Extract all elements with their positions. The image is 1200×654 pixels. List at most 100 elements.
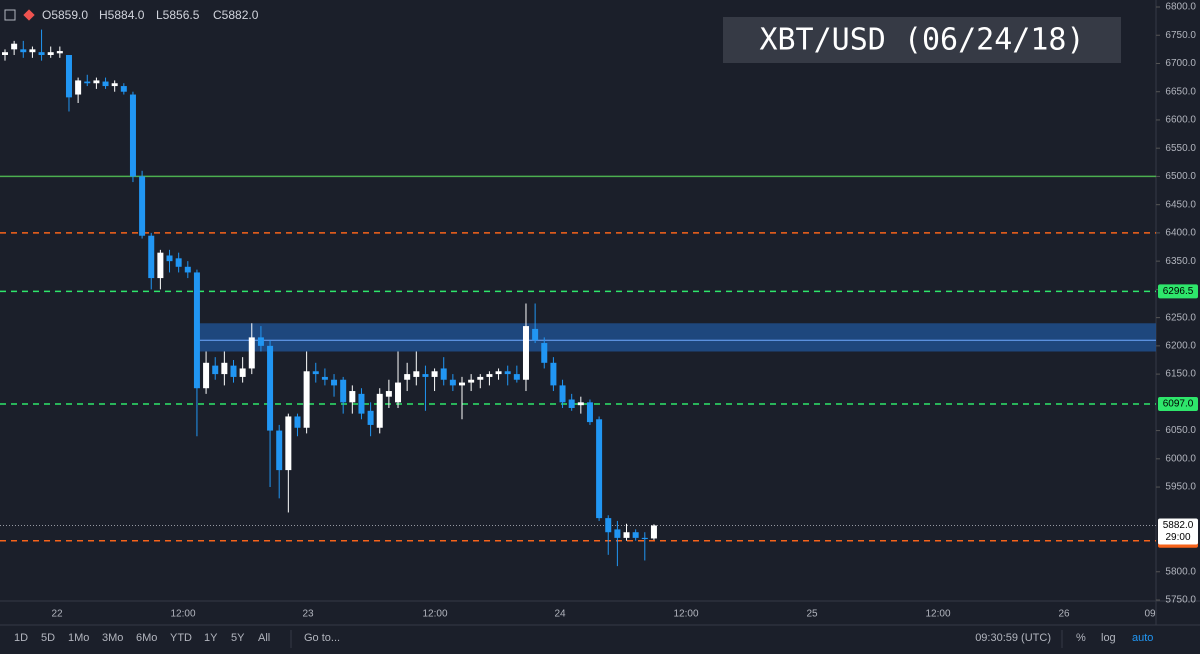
candle-body: [175, 258, 182, 267]
scale-option[interactable]: %: [1076, 632, 1086, 644]
y-tick-label: 6050.0: [1165, 425, 1196, 436]
candle-body: [376, 393, 383, 428]
candle-body: [139, 176, 146, 236]
x-tick-label: 26: [1058, 609, 1070, 620]
y-tick-label: 6400.0: [1165, 228, 1196, 239]
candle-body: [212, 365, 219, 375]
range-button[interactable]: All: [258, 632, 270, 644]
candle-body: [166, 255, 173, 262]
x-tick-label: 23: [302, 609, 314, 620]
candle-body: [120, 86, 127, 92]
candle-body: [623, 532, 630, 538]
y-tick-label: 6200.0: [1165, 340, 1196, 351]
range-button[interactable]: YTD: [170, 632, 192, 644]
candle-body: [203, 362, 210, 389]
level-badge: [1158, 397, 1198, 412]
y-tick-label: 6250.0: [1165, 312, 1196, 323]
candle-body: [102, 81, 109, 87]
candle-body: [522, 326, 529, 380]
candle-body: [541, 343, 548, 363]
candle-body: [47, 52, 54, 56]
candle-body: [404, 374, 411, 380]
candle-body: [38, 52, 45, 56]
candle-body: [93, 80, 100, 84]
y-tick-label: 5950.0: [1165, 482, 1196, 493]
candle-body: [267, 345, 274, 431]
chart-title: XBT/USD (06/24/18): [759, 23, 1084, 58]
candle-body: [614, 529, 621, 538]
x-tick-label: 12:00: [170, 609, 195, 620]
x-tick-label: 12:00: [422, 609, 447, 620]
y-tick-label: 5800.0: [1165, 566, 1196, 577]
range-button[interactable]: 3Mo: [102, 632, 123, 644]
y-tick-label: 6150.0: [1165, 369, 1196, 380]
candle-body: [303, 371, 310, 428]
candle-body: [65, 55, 72, 98]
goto-button[interactable]: Go to...: [304, 632, 340, 644]
candle-body: [321, 376, 328, 380]
candle-body: [468, 379, 475, 383]
y-tick-label: 6800.0: [1165, 2, 1196, 13]
y-tick-label: 6550.0: [1165, 143, 1196, 154]
range-button[interactable]: 1Y: [204, 632, 218, 644]
candle-body: [75, 80, 82, 95]
candle-body: [385, 391, 392, 397]
y-tick-label: 6700.0: [1165, 58, 1196, 69]
candle-body: [157, 252, 164, 279]
candle-body: [276, 430, 283, 471]
x-tick-label: 24: [554, 609, 566, 620]
candle-body: [331, 379, 338, 386]
candle-body: [650, 525, 657, 539]
candle-body: [2, 52, 8, 56]
candle-body: [230, 365, 237, 377]
range-button[interactable]: 1Mo: [68, 632, 89, 644]
ohlc-label: L5856.5: [156, 8, 200, 22]
candle-body: [367, 410, 374, 425]
candle-body: [632, 532, 639, 538]
candle-body: [84, 81, 91, 84]
candle-body: [285, 416, 292, 471]
candle-body: [340, 379, 347, 403]
candle-body: [495, 371, 502, 375]
candle-body: [550, 362, 557, 386]
range-button[interactable]: 6Mo: [136, 632, 157, 644]
range-button[interactable]: 1D: [14, 632, 28, 644]
last-price-badge: [1158, 518, 1198, 545]
zone: [196, 323, 1156, 352]
candle-body: [184, 266, 191, 273]
candle-body: [577, 402, 584, 406]
candle-body: [239, 368, 246, 377]
scale-option[interactable]: log: [1101, 632, 1116, 644]
x-tick-label: 22: [51, 609, 63, 620]
expand-icon[interactable]: [4, 9, 16, 21]
y-tick-label: 6600.0: [1165, 115, 1196, 126]
range-button[interactable]: 5Y: [231, 632, 245, 644]
candle-body: [641, 537, 648, 540]
scale-option[interactable]: auto: [1132, 632, 1153, 644]
candle-body: [221, 362, 228, 375]
countdown: 29:00: [1165, 532, 1190, 543]
candle-body: [193, 272, 200, 389]
candle-body: [605, 518, 612, 533]
candle-body: [148, 235, 155, 279]
clock: 09:30:59 (UTC): [975, 632, 1051, 644]
y-tick-label: 6750.0: [1165, 30, 1196, 41]
candle-body: [248, 337, 255, 369]
candle-body: [56, 51, 63, 54]
candle-body: [559, 385, 566, 403]
candle-body: [504, 371, 511, 375]
candle-body: [358, 393, 365, 414]
candle-body: [586, 402, 593, 423]
y-tick-label: 6500.0: [1165, 171, 1196, 182]
ohlc-label: O5859.0: [42, 8, 88, 22]
range-button[interactable]: 5D: [41, 632, 55, 644]
candle-body: [11, 43, 18, 50]
level-badge: [1158, 284, 1198, 299]
candle-body: [129, 94, 136, 177]
candle-body: [395, 382, 402, 403]
x-tick-label: 12:00: [925, 609, 950, 620]
candle-body: [413, 371, 420, 377]
candle-body: [532, 328, 539, 341]
candle-body: [568, 399, 575, 408]
x-tick-label: 09: [1144, 609, 1156, 620]
